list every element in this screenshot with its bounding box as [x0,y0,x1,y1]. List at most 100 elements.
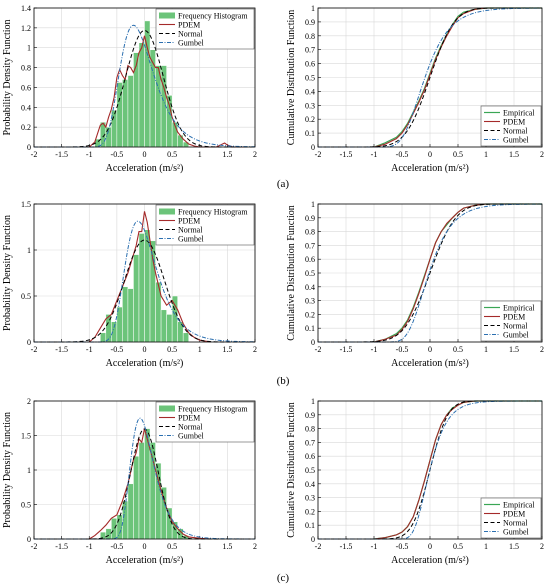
legend-box [480,105,542,147]
chart-0: -2 -1.5 -1 -0.5 0 0.5 1 1.5 2 0 0.2 0.4 0.6 0.8 1 1.2 1.… [2,4,257,174]
histogram-bar [149,442,156,540]
plot-frame [33,203,256,343]
histogram-bar [166,95,173,148]
x-tick-label: 0.5 [453,542,463,551]
y-tick-label: 0.5 [21,292,31,301]
legend-swatch-histogram [159,208,175,215]
y-tick-label: 1 [311,4,315,13]
x-tick-label: -0.5 [111,150,124,159]
x-tick-label: -1 [86,542,93,551]
y-tick-label: 1 [27,44,31,53]
y-tick-label: 0.9 [305,18,315,27]
histogram-bar [122,286,129,343]
y-tick-label: 1.2 [21,24,31,33]
x-tick-label: 1.5 [222,345,232,354]
x-tick-label: -1 [371,150,378,159]
y-tick-label: 1.5 [21,432,31,441]
x-axis-label: Acceleration (m/s²) [391,163,469,174]
y-tick-label: 0 [311,338,315,347]
y-tick-label: 0.1 [305,129,315,138]
x-tick-label: -0.5 [396,345,409,354]
y-tick-label: 0.2 [305,115,315,124]
legend-label: Empirical [503,108,535,117]
x-tick-label: 0 [143,542,147,551]
x-tick-label: 0.5 [167,542,177,551]
y-tick-label: 1 [27,246,31,255]
x-tick-label: 2 [540,542,544,551]
x-tick-label: -0.5 [396,150,409,159]
y-tick-label: 0.1 [305,324,315,333]
legend-swatch-histogram [159,12,175,19]
plot-frame [317,203,543,343]
x-tick-label: -2 [31,345,38,354]
plot-frame [33,400,256,540]
histogram-bar [111,518,118,540]
x-tick-label: -1.5 [55,150,68,159]
x-axis-label: Acceleration (m/s²) [106,358,184,369]
histogram-bar [182,332,189,343]
y-tick-label: 0.3 [305,494,315,503]
y-tick-label: 2 [27,397,31,406]
plot-frame [317,7,543,148]
histogram-bar [116,306,123,343]
y-tick-label: 0.7 [305,46,315,55]
y-tick-label: 1.4 [21,4,31,13]
x-axis-label: Acceleration (m/s²) [106,555,184,566]
series-line-gumbel [34,220,256,343]
y-tick-label: 0 [311,535,315,544]
histogram-bar [127,288,134,343]
y-tick-label: 0.3 [305,101,315,110]
series-line-pdem [373,7,542,148]
x-axis-label: Acceleration (m/s²) [106,163,184,174]
y-axis-label: Cumulative Distribution Function [286,10,297,146]
legend-label: Gumbel [503,135,530,144]
legend-label: Normal [503,518,528,527]
y-tick-label: 1 [311,397,315,406]
x-tick-label: -2 [31,150,38,159]
x-tick-label: 0 [428,345,432,354]
x-tick-label: 0.5 [167,345,177,354]
y-tick-label: 0 [27,535,31,544]
legend-label: PDEM [178,413,200,422]
histogram-bar [138,42,145,148]
x-tick-label: -1 [86,150,93,159]
legend-label: Normal [178,225,203,234]
chart-2: -2 -1.5 -1 -0.5 0 0.5 1 1.5 2 0 0.5 1 1.5 Acceleratio… [2,200,257,369]
x-tick-label: -0.5 [111,345,124,354]
y-tick-label: 0.6 [305,452,315,461]
x-tick-label: 0 [143,345,147,354]
x-tick-label: -1.5 [340,345,353,354]
histogram-bar [138,442,145,540]
histogram-bar [105,528,112,540]
panel-label-c: (c) [277,572,290,584]
y-tick-label: 0.4 [305,283,315,292]
y-tick-label: 0 [311,143,315,152]
x-tick-label: -2 [315,345,322,354]
y-tick-label: 0.4 [305,87,315,96]
chart-4: -2 -1.5 -1 -0.5 0 0.5 1 1.5 2 0 0.5 1 1.5 2 Accelerati… [2,397,257,566]
legend-label: Gumbel [178,234,205,243]
y-axis-label: Probability Density Function [2,412,13,528]
y-tick-label: 0 [27,143,31,152]
series-line-normal [34,428,255,540]
y-tick-label: 0 [27,338,31,347]
x-tick-label: -0.5 [111,542,124,551]
y-tick-label: 0.2 [305,507,315,516]
series-line-pdem [88,211,211,343]
histogram-bar [160,309,167,343]
histogram-bar [116,514,123,540]
legend-swatch-histogram [159,405,175,412]
x-tick-label: 0.5 [453,345,463,354]
x-tick-label: 1.5 [222,542,232,551]
histogram-bar [166,314,173,343]
x-tick-label: 1 [198,542,202,551]
y-axis-label: Cumulative Distribution Function [286,205,297,341]
x-tick-label: 2 [253,345,257,354]
y-tick-label: 0.9 [305,411,315,420]
y-tick-label: 1.5 [21,200,31,209]
